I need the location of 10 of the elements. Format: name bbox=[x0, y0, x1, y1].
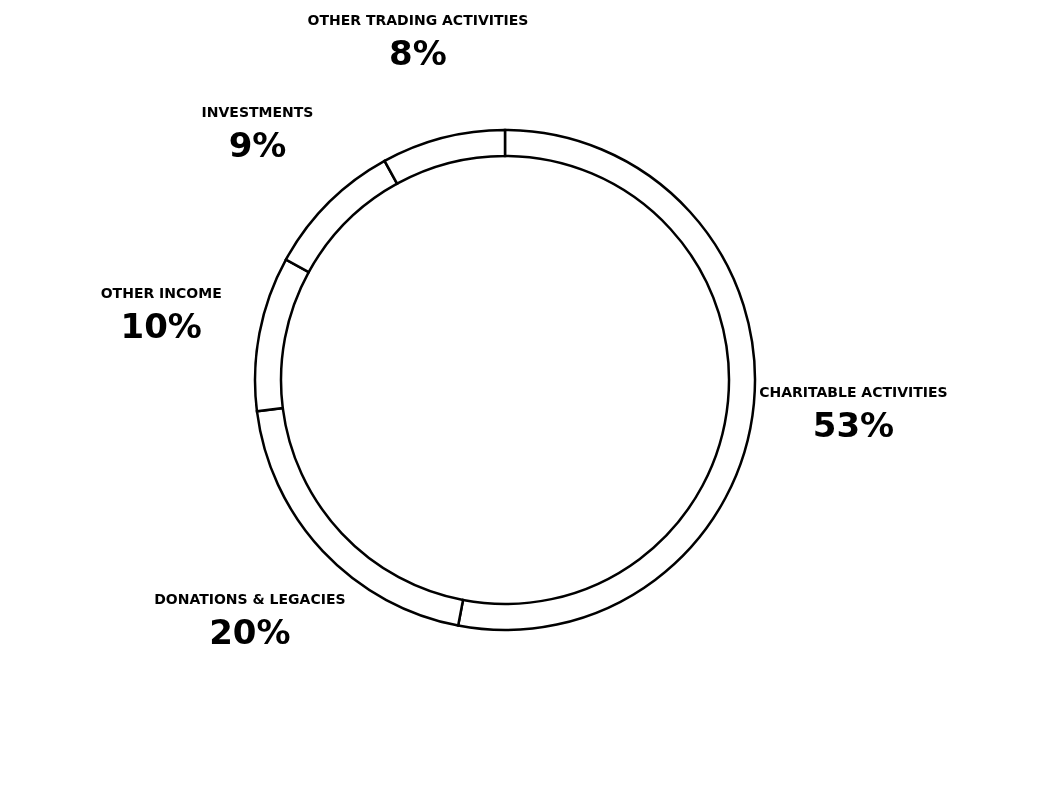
slice-label: INVESTMENTS bbox=[201, 103, 314, 120]
slice-label: OTHER INCOME bbox=[100, 285, 222, 302]
slice-label: CHARITABLE ACTIVITIES bbox=[759, 383, 948, 400]
data-label: 9% bbox=[228, 124, 287, 165]
data-label: 53% bbox=[812, 404, 895, 445]
data-label: 8% bbox=[389, 33, 447, 73]
slice-label: DONATIONS & LEGACIES bbox=[154, 590, 346, 607]
slice-label: OTHER TRADING ACTIVITIES bbox=[307, 12, 529, 28]
data-label: 10% bbox=[120, 306, 202, 347]
data-label: 20% bbox=[209, 611, 291, 652]
